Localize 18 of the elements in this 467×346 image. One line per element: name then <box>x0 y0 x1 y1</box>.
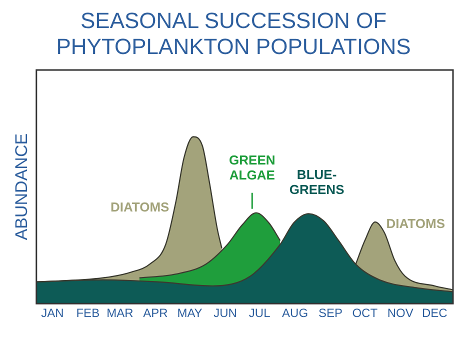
text: GREEN ALGAE <box>229 152 276 182</box>
annotation: DIATOMS <box>386 216 446 231</box>
x-tick-label: SEP <box>318 306 343 320</box>
x-tick-label: MAR <box>106 306 134 320</box>
x-tick-label: JUN <box>214 306 237 320</box>
series-label: DIATOMS <box>110 200 170 215</box>
x-tick-label: JAN <box>41 306 64 320</box>
series-label: BLUE-GREENS <box>289 167 345 198</box>
x-tick-label: NOV <box>387 306 414 320</box>
x-tick-label: JUL <box>248 306 271 320</box>
x-tick-label: FEB <box>76 306 100 320</box>
x-tick-label: AUG <box>282 306 308 320</box>
x-tick-label: MAY <box>177 306 202 320</box>
chart-title: SEASONAL SUCCESSION OF PHYTOPLANKTON POPULATIONS <box>55 8 412 60</box>
x-tick-label: OCT <box>352 306 378 320</box>
x-tick-label: APR <box>143 306 168 320</box>
y-axis-title: ABUNDANCE <box>12 133 31 240</box>
x-tick-label: DEC <box>422 306 448 320</box>
